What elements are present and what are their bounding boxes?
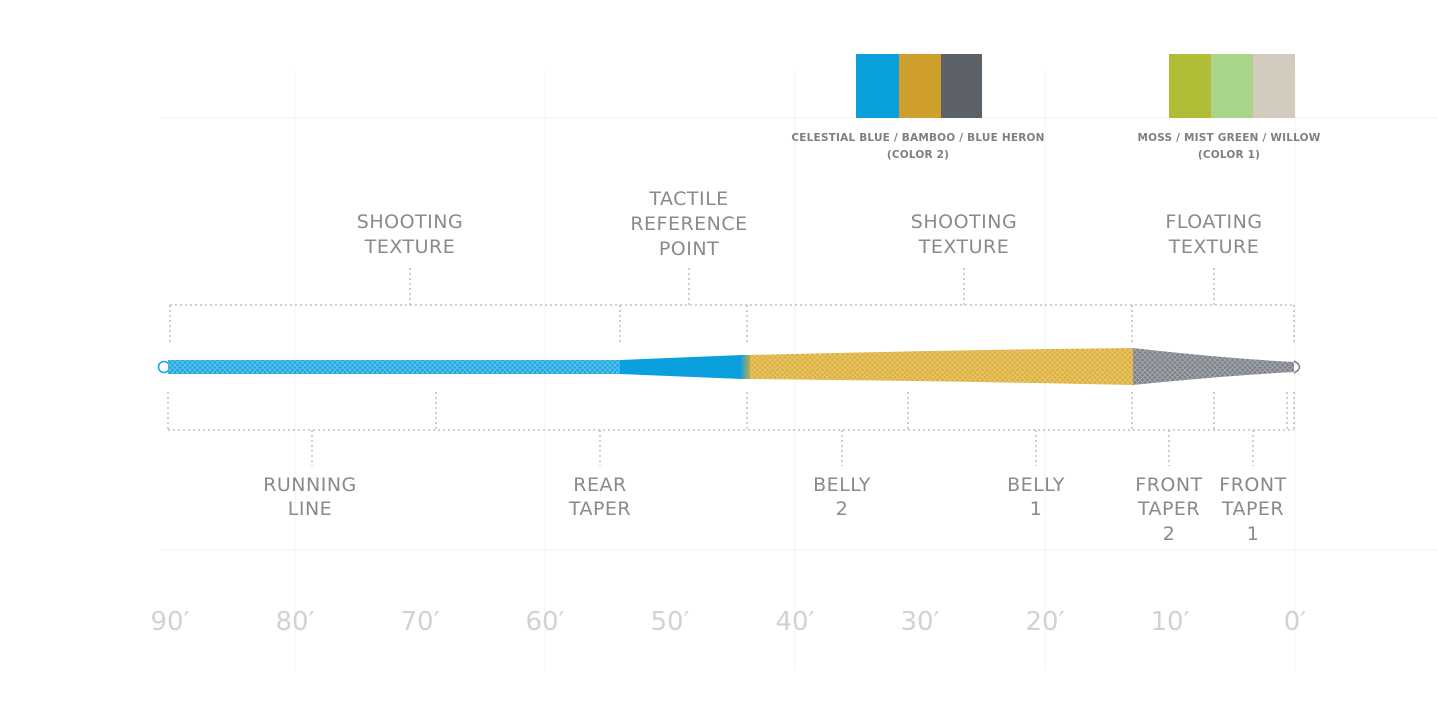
- swatch-color-1: MOSS / MIST GREEN / WILLOW (COLOR 1): [1137, 54, 1321, 161]
- axis-tick-50: 50′: [651, 607, 690, 637]
- section-bracket: [167, 392, 1295, 466]
- texture-labels: SHOOTING TEXTURE TACTILE REFERENCE POINT…: [357, 188, 1262, 260]
- texture-label-shooting-belly-line2: TEXTURE: [918, 236, 1010, 258]
- belly-texture: [750, 348, 1133, 385]
- texture-label-shooting-belly: SHOOTING: [911, 211, 1017, 233]
- axis-tick-70: 70′: [401, 607, 440, 637]
- texture-label-floating-line2: TEXTURE: [1168, 236, 1260, 258]
- section-label-front-taper-2: FRONT: [1135, 474, 1202, 496]
- distance-axis: 90′ 80′ 70′ 60′ 50′ 40′ 30′ 20′ 10′ 0′: [151, 607, 1307, 637]
- swatch-moss: [1169, 54, 1211, 118]
- swatch-blue-heron: [941, 54, 982, 118]
- axis-tick-60: 60′: [526, 607, 565, 637]
- swatch-bamboo: [899, 54, 941, 118]
- texture-label-tactile-line2: REFERENCE: [630, 213, 747, 235]
- rear-loop: [157, 360, 171, 374]
- texture-label-tactile: TACTILE: [648, 188, 728, 210]
- texture-label-shooting-rear-line2: TEXTURE: [364, 236, 456, 258]
- front-taper-texture: [1133, 348, 1294, 385]
- swatch-color-2: CELESTIAL BLUE / BAMBOO / BLUE HERON (CO…: [791, 54, 1044, 161]
- texture-label-shooting-rear: SHOOTING: [357, 211, 463, 233]
- blend-zone: [740, 355, 752, 379]
- section-label-belly-1-num: 1: [1030, 498, 1043, 520]
- section-label-running-line: RUNNING: [263, 474, 357, 496]
- section-label-rear-taper: REAR: [573, 474, 626, 496]
- section-label-front-taper-1-num: 1: [1247, 523, 1260, 545]
- swatch-color-1-code: (COLOR 1): [1198, 149, 1260, 161]
- swatch-willow: [1253, 54, 1295, 118]
- swatch-color-1-name: MOSS / MIST GREEN / WILLOW: [1137, 132, 1320, 144]
- running-line-texture: [168, 360, 620, 374]
- swatch-color-2-name: CELESTIAL BLUE / BAMBOO / BLUE HERON: [791, 132, 1044, 144]
- swatch-celestial-blue: [856, 54, 899, 118]
- section-label-front-taper-2-line2: TAPER: [1137, 498, 1200, 520]
- section-label-belly-2: BELLY: [813, 474, 871, 496]
- section-label-belly-2-num: 2: [836, 498, 849, 520]
- swatch-color-2-code: (COLOR 2): [887, 149, 949, 161]
- axis-tick-80: 80′: [276, 607, 315, 637]
- axis-tick-90: 90′: [151, 607, 190, 637]
- axis-tick-30: 30′: [901, 607, 940, 637]
- axis-tick-20: 20′: [1026, 607, 1065, 637]
- section-label-rear-taper-2: TAPER: [568, 498, 631, 520]
- section-labels: RUNNING LINE REAR TAPER BELLY 2 BELLY 1 …: [263, 474, 1286, 545]
- swatch-mist-green: [1211, 54, 1253, 118]
- axis-tick-10: 10′: [1151, 607, 1190, 637]
- axis-tick-40: 40′: [776, 607, 815, 637]
- section-label-running-line-2: LINE: [288, 498, 332, 520]
- texture-label-tactile-line3: POINT: [659, 238, 719, 260]
- section-label-belly-1: BELLY: [1007, 474, 1065, 496]
- section-label-front-taper-1: FRONT: [1219, 474, 1286, 496]
- section-label-front-taper-2-num: 2: [1163, 523, 1176, 545]
- texture-label-floating: FLOATING: [1165, 211, 1262, 233]
- section-label-front-taper-1-line2: TAPER: [1221, 498, 1284, 520]
- rear-taper-section: [620, 355, 742, 379]
- front-loop: [1293, 360, 1301, 374]
- texture-bracket: [169, 268, 1295, 345]
- axis-tick-0: 0′: [1284, 607, 1307, 637]
- fly-line: [157, 348, 1301, 385]
